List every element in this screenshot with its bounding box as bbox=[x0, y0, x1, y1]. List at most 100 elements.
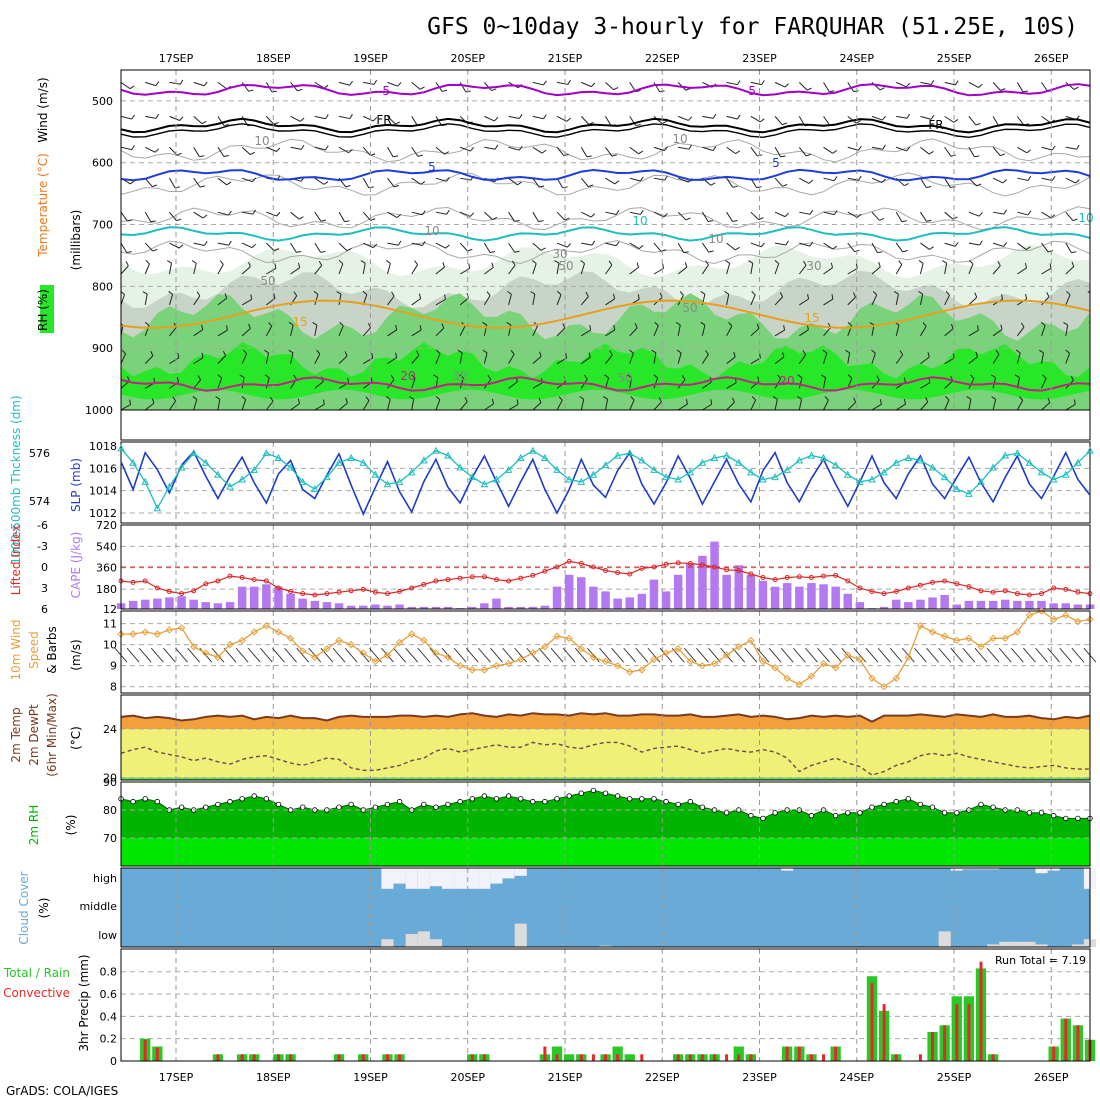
wind-barb-flag bbox=[168, 290, 173, 295]
slp-axis-label: SLP (mb) bbox=[69, 458, 83, 512]
wind-barb-flag bbox=[373, 79, 378, 85]
surface-wind-barb bbox=[986, 647, 1000, 663]
wind-barb-flag bbox=[926, 185, 932, 188]
wind-barb bbox=[605, 146, 613, 157]
wind-barb bbox=[483, 352, 488, 364]
wind-barb bbox=[919, 294, 924, 306]
surface-wind-barb bbox=[332, 647, 346, 663]
wind-barb bbox=[944, 177, 951, 188]
wind-speed-point bbox=[650, 655, 658, 664]
surface-wind-barb bbox=[405, 647, 419, 663]
wind-barb bbox=[968, 81, 979, 89]
rh2m-point bbox=[723, 810, 730, 816]
wind-barb-flag bbox=[316, 349, 321, 355]
rh-contour-label: 10 bbox=[672, 132, 687, 146]
slp-line bbox=[120, 450, 1091, 517]
wind-barb-flag bbox=[724, 291, 730, 295]
wind-barb bbox=[169, 81, 181, 85]
wind-barb-flag bbox=[325, 145, 329, 151]
lifted-index-point bbox=[494, 577, 499, 583]
cape-bar bbox=[988, 600, 998, 609]
wind-barb bbox=[992, 82, 1001, 91]
wind-barb bbox=[169, 177, 176, 188]
wind-speed-point bbox=[601, 657, 610, 666]
wind-barb bbox=[750, 399, 757, 411]
cloud-high-bar bbox=[962, 868, 975, 870]
lifted-index-point bbox=[433, 578, 439, 584]
wind-barb bbox=[992, 399, 997, 411]
wind-barb bbox=[314, 177, 325, 185]
rh2m-point bbox=[469, 796, 475, 802]
wind-barb-flag bbox=[782, 184, 788, 187]
wind-barb bbox=[411, 116, 418, 126]
lifted-index-point bbox=[578, 561, 584, 566]
wind-speed-point bbox=[1013, 628, 1022, 636]
rh2m-point bbox=[251, 793, 257, 799]
wind-barb bbox=[145, 115, 157, 119]
rh2m-point bbox=[857, 810, 863, 816]
wind-barb-flag bbox=[344, 351, 348, 357]
date-label-bottom: 22SEP bbox=[645, 1071, 680, 1084]
wind-barb bbox=[508, 264, 516, 275]
wind-barb bbox=[459, 352, 463, 364]
wind-barb-flag bbox=[293, 291, 298, 297]
wind-barb-flag bbox=[320, 219, 326, 222]
lifted-index-point bbox=[845, 578, 851, 584]
wind-barb-flag bbox=[995, 350, 1000, 355]
wind-barb bbox=[338, 81, 350, 86]
wind-barb bbox=[121, 81, 131, 90]
wind-barb-flag bbox=[1002, 179, 1007, 184]
date-label-bottom: 19SEP bbox=[353, 1071, 388, 1084]
wind-barb bbox=[169, 242, 180, 249]
wind-barb-flag bbox=[178, 244, 184, 249]
wind-barb bbox=[726, 146, 736, 155]
lifted-index-point bbox=[627, 571, 633, 577]
wind-barb-flag bbox=[663, 213, 668, 218]
rh2m-point bbox=[554, 796, 560, 802]
thickness-point bbox=[347, 453, 355, 461]
li-tick-label: 0 bbox=[41, 561, 48, 574]
wind-barb-flag bbox=[1025, 293, 1028, 300]
wind-barb-flag bbox=[129, 85, 135, 90]
rh2m-point bbox=[772, 810, 778, 816]
cape-bar bbox=[673, 574, 683, 609]
wind-barb-flag bbox=[611, 154, 617, 157]
thickness-point bbox=[1061, 470, 1070, 478]
wind-barb-flag bbox=[586, 155, 592, 158]
lifted-index-point bbox=[699, 562, 705, 568]
wind-barb-flag bbox=[736, 114, 741, 120]
wind-barb bbox=[726, 177, 734, 188]
cape-bar bbox=[613, 598, 622, 609]
wind-barb-flag bbox=[196, 291, 201, 297]
wind-barb-flag bbox=[517, 181, 522, 186]
surface-wind-barb bbox=[708, 647, 721, 663]
wind-barb-flag bbox=[735, 150, 741, 155]
lifted-index-point bbox=[1039, 591, 1044, 597]
thickness-point bbox=[129, 458, 137, 466]
thickness-point bbox=[771, 473, 779, 481]
wind-barb-flag bbox=[482, 349, 488, 354]
wind-barb bbox=[968, 116, 977, 126]
wind-barb-flag bbox=[348, 149, 353, 154]
wind-barb-flag bbox=[419, 86, 425, 90]
wind-speed-point bbox=[420, 636, 428, 645]
wind-barb bbox=[580, 263, 586, 275]
wind-barb bbox=[605, 242, 617, 247]
wind-speed-point bbox=[359, 649, 367, 657]
wind-barb bbox=[1016, 116, 1025, 126]
wind-barb bbox=[387, 379, 395, 389]
wind-barb-flag bbox=[422, 241, 426, 246]
wind-barb bbox=[798, 354, 807, 364]
wind-barb-flag bbox=[929, 246, 934, 250]
wind-barb bbox=[121, 211, 128, 222]
wind-barb bbox=[774, 296, 783, 306]
wind-barb bbox=[920, 211, 927, 222]
wind-barb-flag bbox=[731, 397, 735, 403]
wind-barb bbox=[629, 327, 638, 337]
wind-barb bbox=[484, 115, 495, 122]
lifted-index-point bbox=[469, 574, 475, 580]
wind-barb-flag bbox=[881, 178, 886, 183]
wind-barb bbox=[895, 81, 907, 88]
thickness-point bbox=[734, 458, 743, 466]
